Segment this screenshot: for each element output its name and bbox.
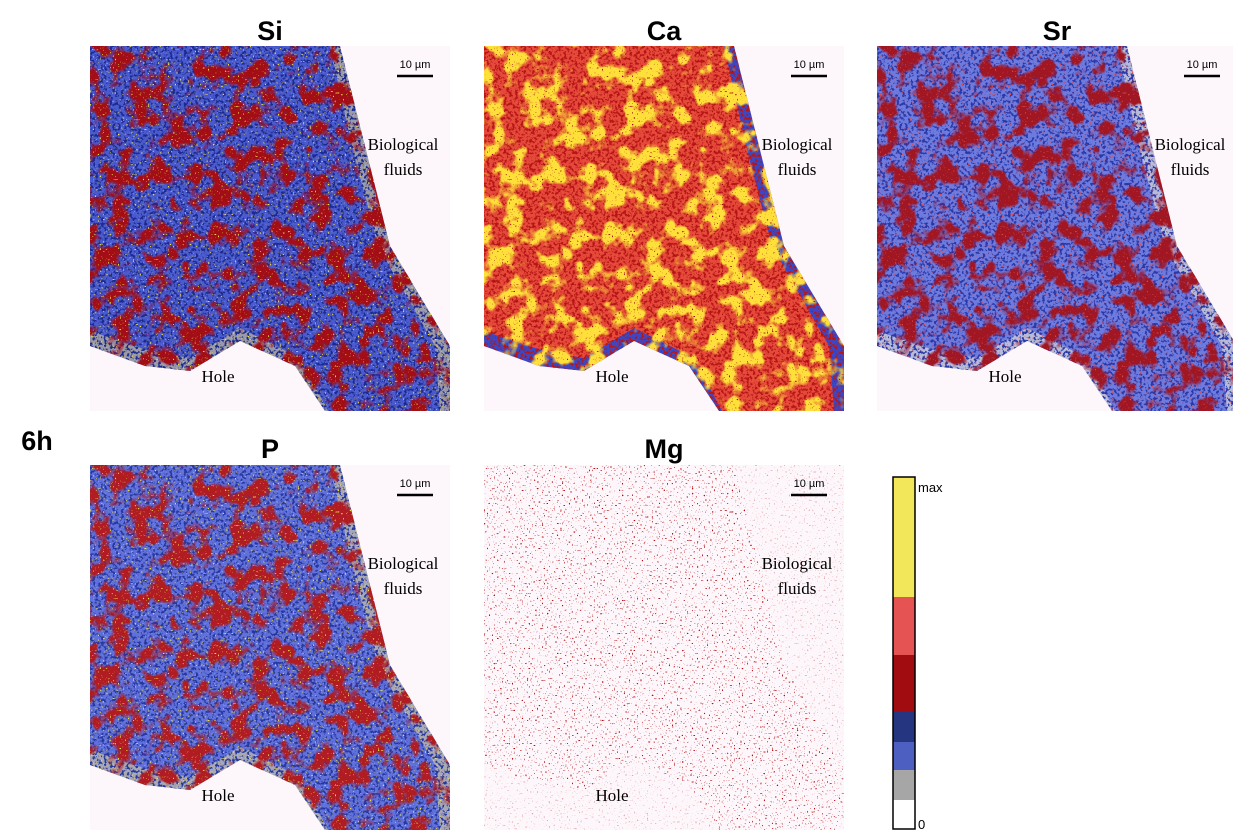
scale-segment [893,655,915,712]
scale-bar-label: 10 µm [794,478,825,490]
annotation: Biological [368,135,439,154]
annotation: fluids [384,579,423,598]
scale-bar-label: 10 µm [794,59,825,71]
scale-max: max [918,480,943,495]
panel-title: Sr [1043,16,1072,46]
scale-bar-label: 10 µm [400,59,431,71]
element-map: 10 µm Biological fluids Hole [90,46,450,411]
scale-segment [893,742,915,770]
scale-segment [893,712,915,742]
annotation: fluids [778,579,817,598]
scale-segment [893,770,915,800]
scale-bar-label: 10 µm [400,478,431,490]
hole-label: Hole [988,367,1021,386]
annotation: Biological [368,554,439,573]
hole-label: Hole [201,367,234,386]
hole-label: Hole [595,786,628,805]
annotation: fluids [778,160,817,179]
annotation: Biological [1155,135,1226,154]
scale-min: 0 [918,817,925,830]
panel-title: Ca [647,16,682,46]
figure: 6h max 0 Si10 µmBiologicalfluidsHoleCa10… [0,0,1233,830]
panel-title: Si [257,16,283,46]
scale-segment [893,800,915,829]
scale-segment [893,477,915,597]
annotation: fluids [384,160,423,179]
element-map: 10 µm Biological fluids Hole [90,465,450,830]
element-map: 10 µm Biological fluids Hole [484,46,844,411]
map-dots [484,465,844,830]
hole-label: Hole [201,786,234,805]
color-scale: max 0 [893,477,943,830]
panel-title: P [261,434,279,464]
element-map: 10 µm Biological fluids Hole [877,46,1233,411]
hole-label: Hole [595,367,628,386]
panel-title: Mg [645,434,684,464]
annotation: Biological [762,554,833,573]
element-map: 10 µm Biological fluids Hole [484,465,844,830]
time-label: 6h [21,426,53,456]
annotation: fluids [1171,160,1210,179]
scale-segment [893,597,915,655]
annotation: Biological [762,135,833,154]
scale-bar-label: 10 µm [1187,59,1218,71]
